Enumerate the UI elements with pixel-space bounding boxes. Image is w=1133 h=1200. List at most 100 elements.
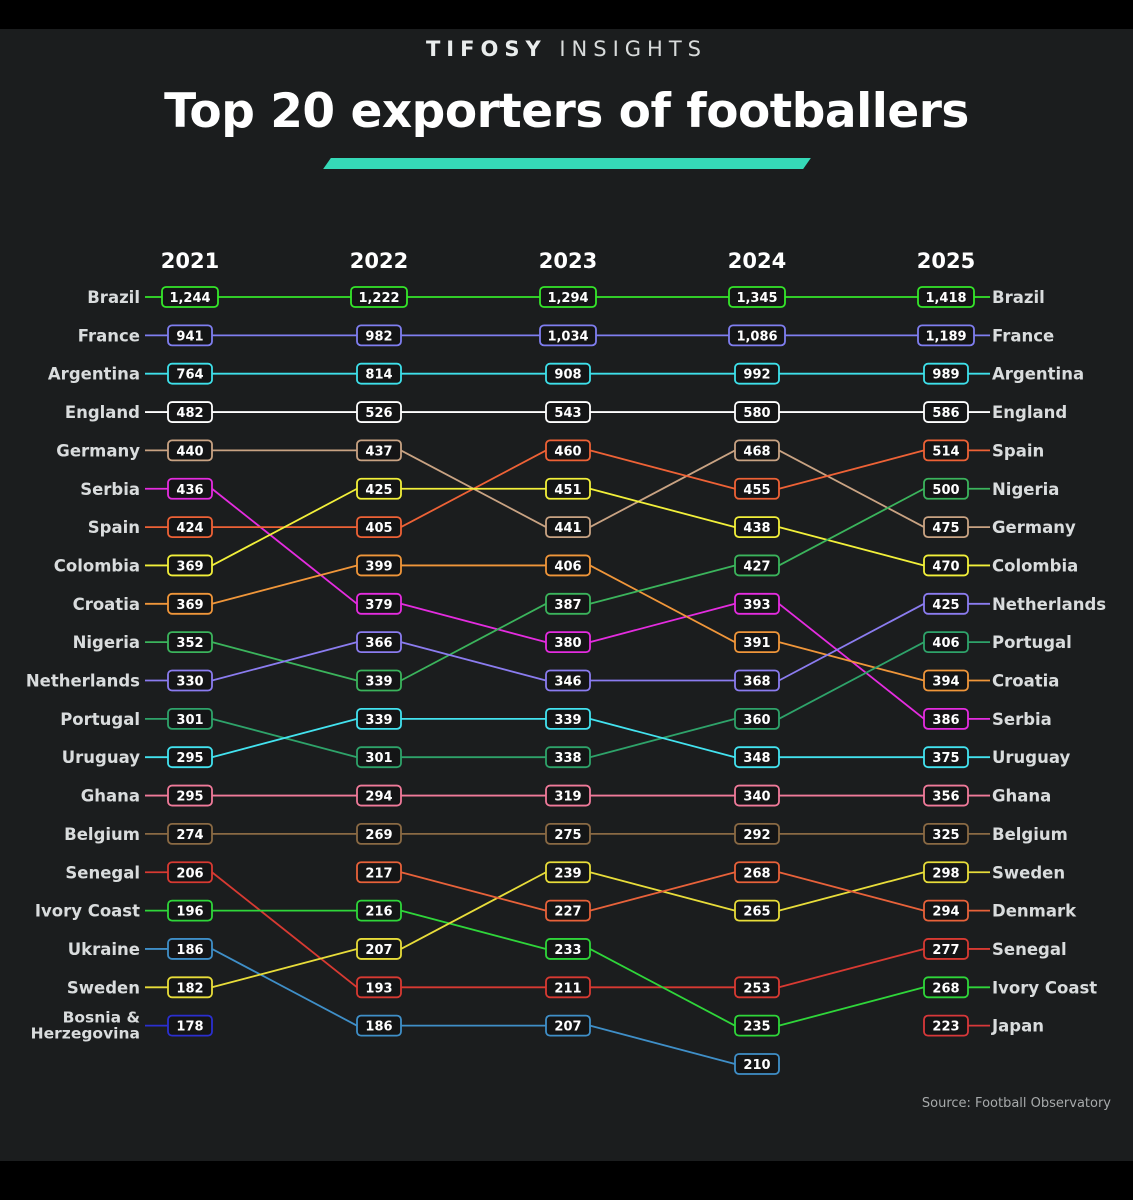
- value-box-ivory-coast-2021: [167, 899, 213, 922]
- value-label-spain-2025: 514: [932, 444, 959, 459]
- year-label-2022: 2022: [350, 249, 408, 273]
- value-label-ghana-2023: 319: [554, 790, 581, 805]
- value-box-nigeria-2021: [167, 631, 213, 654]
- value-label-france-2023: 1,034: [547, 329, 588, 344]
- value-box-england-2021: [167, 401, 213, 423]
- value-label-spain-2022: 405: [365, 521, 392, 536]
- value-label-colombia-2023: 451: [554, 483, 581, 498]
- value-box-colombia-2024: [734, 516, 780, 538]
- series-line-uruguay: [589, 717, 736, 759]
- value-label-brazil-2023: 1,294: [547, 291, 588, 306]
- country-label-left-senegal: Senegal: [65, 863, 140, 882]
- series-line-germany: [589, 449, 736, 528]
- series-line-spain: [778, 449, 925, 490]
- year-label-2024: 2024: [728, 249, 786, 273]
- value-label-japan-2025: 223: [932, 1020, 959, 1035]
- series-line-serbia: [211, 488, 358, 605]
- value-box-bosnia-herzegovina-2021: [167, 1014, 213, 1037]
- value-label-sweden-2022: 207: [365, 943, 392, 958]
- value-label-croatia-2022: 399: [365, 559, 392, 574]
- value-label-brazil-2025: 1,418: [925, 291, 966, 306]
- value-label-france-2021: 941: [176, 329, 203, 344]
- value-box-colombia-2022: [356, 477, 402, 500]
- value-box-sweden-2024: [734, 899, 780, 922]
- value-box-serbia-2025: [923, 707, 969, 730]
- country-label-right-colombia: Colombia: [992, 556, 1078, 575]
- value-box-nigeria-2023: [545, 592, 591, 615]
- value-box-nigeria-2022: [356, 669, 402, 692]
- value-box-england-2022: [356, 401, 402, 423]
- country-label-right-portugal: Portugal: [992, 633, 1072, 652]
- value-label-croatia-2025: 394: [932, 675, 959, 690]
- value-label-germany-2022: 437: [365, 444, 392, 459]
- value-box-ukraine-2024: [734, 1053, 780, 1075]
- year-label-2021: 2021: [161, 249, 219, 273]
- country-label-left-france: France: [78, 326, 140, 345]
- value-box-england-2024: [734, 401, 780, 423]
- value-label-argentina-2021: 764: [176, 368, 203, 383]
- value-box-ghana-2022: [356, 784, 402, 807]
- value-box-portugal-2022: [356, 746, 402, 769]
- value-box-netherlands-2025: [923, 592, 969, 615]
- series-line-germany: [778, 449, 925, 528]
- value-label-belgium-2024: 292: [743, 828, 770, 843]
- value-label-brazil-2024: 1,345: [736, 291, 777, 306]
- series-line-ukraine: [211, 948, 358, 1027]
- value-box-belgium-2022: [356, 823, 402, 845]
- value-box-brazil-2021: [161, 286, 219, 308]
- value-box-belgium-2024: [734, 823, 780, 845]
- value-box-netherlands-2021: [167, 669, 213, 692]
- country-label-right-sweden: Sweden: [992, 863, 1065, 882]
- value-box-ukraine-2021: [167, 938, 213, 960]
- country-label-right-germany: Germany: [992, 518, 1076, 537]
- brand-name-light: INSIGHTS: [559, 37, 707, 61]
- value-box-croatia-2025: [923, 669, 969, 692]
- value-label-senegal-2023: 211: [554, 981, 581, 996]
- value-box-serbia-2021: [167, 477, 213, 500]
- value-label-denmark-2025: 294: [932, 905, 959, 920]
- value-label-senegal-2021: 206: [176, 866, 203, 881]
- value-box-portugal-2024: [734, 707, 780, 730]
- value-label-serbia-2025: 386: [932, 713, 959, 728]
- value-box-brazil-2025: [917, 286, 975, 308]
- value-box-senegal-2024: [734, 976, 780, 999]
- country-label-left-croatia: Croatia: [73, 595, 140, 614]
- value-box-croatia-2023: [545, 554, 591, 577]
- value-box-ghana-2021: [167, 784, 213, 807]
- source-note: Source: Football Observatory: [921, 1096, 1111, 1111]
- value-label-nigeria-2021: 352: [176, 636, 203, 651]
- value-label-senegal-2025: 277: [932, 943, 959, 958]
- value-box-germany-2021: [167, 439, 213, 462]
- value-label-england-2025: 586: [932, 406, 959, 421]
- value-box-ghana-2025: [923, 784, 969, 807]
- country-label-right-argentina: Argentina: [992, 365, 1084, 384]
- value-box-germany-2023: [545, 516, 591, 538]
- series-line-ivory-coast: [400, 909, 547, 950]
- series-line-netherlands: [400, 641, 547, 682]
- value-label-ivory-coast-2022: 216: [365, 905, 392, 920]
- value-box-portugal-2023: [545, 746, 591, 769]
- value-label-belgium-2022: 269: [365, 828, 392, 843]
- series-line-croatia: [589, 564, 736, 643]
- value-box-argentina-2022: [356, 362, 402, 385]
- value-label-senegal-2022: 193: [365, 981, 392, 996]
- country-label-right-japan: Japan: [991, 1017, 1044, 1036]
- value-label-uruguay-2025: 375: [932, 751, 959, 766]
- value-label-ukraine-2024: 210: [743, 1058, 770, 1073]
- value-label-sweden-2023: 239: [554, 866, 581, 881]
- series-line-denmark: [400, 871, 547, 912]
- value-label-england-2021: 482: [176, 406, 203, 421]
- value-label-uruguay-2021: 295: [176, 751, 203, 766]
- country-label-left-nigeria: Nigeria: [73, 633, 140, 652]
- value-box-uruguay-2025: [923, 746, 969, 769]
- series-line-sweden: [211, 948, 358, 989]
- value-label-ivory-coast-2023: 233: [554, 943, 581, 958]
- series-line-senegal: [211, 871, 358, 989]
- chart-title: Top 20 exporters of footballers: [164, 84, 969, 139]
- value-box-uruguay-2024: [734, 746, 780, 769]
- value-box-portugal-2025: [923, 631, 969, 654]
- value-box-croatia-2022: [356, 554, 402, 577]
- value-label-ivory-coast-2021: 196: [176, 905, 203, 920]
- value-box-colombia-2025: [923, 554, 969, 577]
